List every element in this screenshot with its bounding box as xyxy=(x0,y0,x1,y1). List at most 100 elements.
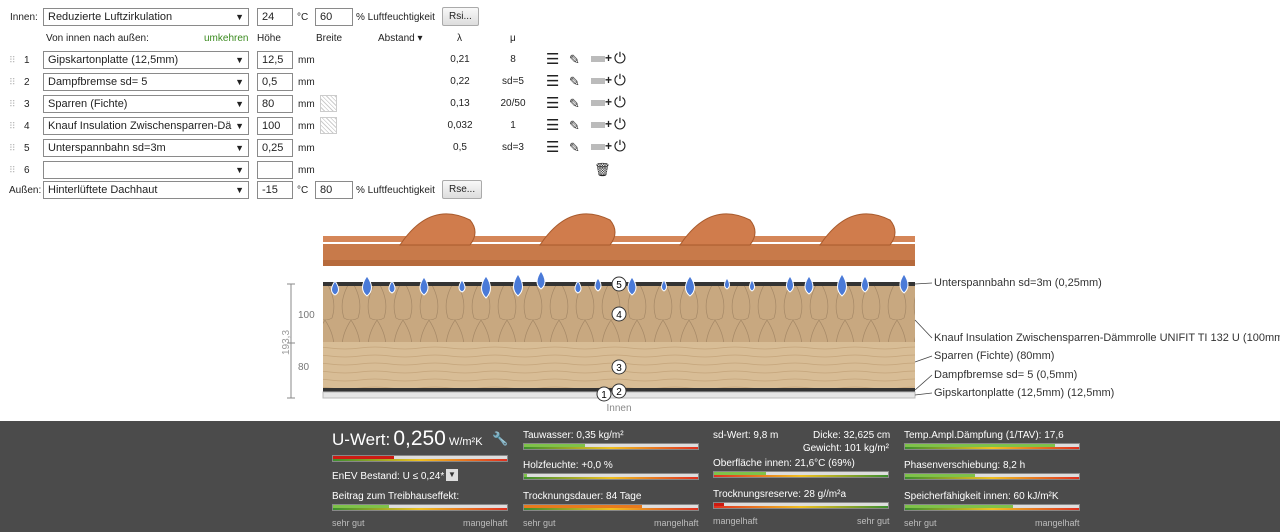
outside-climate-value: Hinterlüftete Dachhaut xyxy=(48,184,158,196)
reverse-link[interactable]: umkehren xyxy=(204,33,249,44)
drag-handle-icon[interactable]: ⠿ xyxy=(9,77,16,87)
outside-humidity-input[interactable]: 80 xyxy=(315,181,353,199)
enev-label: EnEV Bestand: U ≤ 0,24* xyxy=(332,471,445,482)
pencil-icon[interactable]: ✎ xyxy=(569,96,580,111)
power-icon[interactable]: ⏻ xyxy=(614,138,626,155)
pencil-icon[interactable]: ✎ xyxy=(569,74,580,89)
drag-handle-icon[interactable]: ⠿ xyxy=(9,99,16,109)
layer-thickness-input[interactable]: 80 xyxy=(257,95,293,113)
layer-thickness-input[interactable]: 12,5 xyxy=(257,51,293,69)
drying-reserve-bar xyxy=(713,502,889,509)
outside-temp-input[interactable]: -15 xyxy=(257,181,293,199)
thickness-label: Dicke: 32,625 cm xyxy=(813,430,891,441)
outside-climate-select[interactable]: Hinterlüftete Dachhaut ▼ xyxy=(43,181,249,199)
layer-material-select[interactable]: ▼ xyxy=(43,161,249,179)
marker-3: 3 xyxy=(616,363,622,374)
drying-reserve-bar-fill xyxy=(714,503,725,508)
layer-mu: 20/50 xyxy=(500,98,526,109)
col4-good-label: sehr gut xyxy=(904,518,937,528)
drag-handle-icon[interactable]: ⠿ xyxy=(9,121,16,131)
wrench-icon[interactable]: 🔧 xyxy=(492,431,509,446)
outside-humidity-unit: % Luftfeuchtigkeit xyxy=(356,185,435,196)
drag-handle-icon[interactable]: ⠿ xyxy=(9,143,16,153)
roof-tiles xyxy=(323,213,915,280)
heat-capacity-bar xyxy=(904,504,1080,511)
pencil-icon[interactable]: ✎ xyxy=(569,118,580,133)
power-icon[interactable]: ⏻ xyxy=(614,116,626,133)
layer-number: 4 xyxy=(24,121,30,132)
outside-temp-unit: °C xyxy=(297,185,309,196)
layer-material-select[interactable]: Unterspannbahn sd=3m ▼ xyxy=(43,139,249,157)
sd-value-label: sd-Wert: 9,8 m xyxy=(713,430,779,441)
add-layer-icon[interactable]: + xyxy=(591,139,612,153)
pencil-icon[interactable]: ✎ xyxy=(569,140,580,155)
layer-number: 6 xyxy=(24,165,30,176)
callout-lines xyxy=(914,282,933,396)
layer-thickness-input[interactable]: 100 xyxy=(257,117,293,135)
inside-label: Innen: xyxy=(10,12,38,23)
add-layer-icon[interactable]: + xyxy=(591,117,612,131)
menu-icon[interactable]: ☰ xyxy=(546,95,560,112)
enev-dropdown-icon[interactable]: ▼ xyxy=(446,469,458,481)
holzfeuchte-bar xyxy=(523,473,699,480)
inside-temp-input[interactable]: 24 xyxy=(257,8,293,26)
surface-temp-bar-fill xyxy=(714,472,767,477)
chevron-down-icon: ▼ xyxy=(235,55,244,65)
layer-thickness-input[interactable] xyxy=(257,161,293,179)
drag-handle-icon[interactable]: ⠿ xyxy=(9,55,16,65)
rafter-pattern-icon[interactable] xyxy=(320,95,337,112)
rse-button[interactable]: Rse... xyxy=(442,180,483,199)
menu-icon[interactable]: ☰ xyxy=(546,51,560,68)
callout-vapor-brake: Dampfbremse sd= 5 (0,5mm) xyxy=(934,369,1078,381)
chevron-down-icon: ▼ xyxy=(235,99,244,109)
surface-temp-label: Oberfläche innen: 21,6°C (69%) xyxy=(713,458,855,469)
chevron-down-icon: ▼ xyxy=(235,77,244,87)
layer-material-select[interactable]: Knauf Insulation Zwischensparren-Dä ▼ xyxy=(43,117,249,135)
power-icon[interactable]: ⏻ xyxy=(614,94,626,111)
heat-capacity-bar-fill xyxy=(905,505,1013,510)
rsi-button[interactable]: Rsi... xyxy=(442,7,479,26)
spacing-header[interactable]: Abstand ▾ xyxy=(378,33,423,44)
add-layer-icon[interactable]: + xyxy=(591,95,612,109)
pencil-icon[interactable]: ✎ xyxy=(569,52,580,67)
layer-lambda: 0,032 xyxy=(447,120,473,131)
menu-icon[interactable]: ☰ xyxy=(546,117,560,134)
menu-icon[interactable]: ☰ xyxy=(546,139,560,156)
col2-bad-label: mangelhaft xyxy=(654,518,699,528)
col1-bad-label: mangelhaft xyxy=(463,518,508,528)
inside-climate-select[interactable]: Reduzierte Luftzirkulation ▼ xyxy=(43,8,249,26)
dim-80-label: 80 xyxy=(298,362,310,373)
layer-thickness-unit: mm xyxy=(298,165,315,176)
dim-total-label: 193,3 xyxy=(281,330,292,355)
layer-thickness-input[interactable]: 0,25 xyxy=(257,139,293,157)
layer-material-value: Gipskartonplatte (12,5mm) xyxy=(48,54,179,66)
inside-climate-value: Reduzierte Luftzirkulation xyxy=(48,11,173,23)
add-layer-icon[interactable]: + xyxy=(591,51,612,65)
inside-temp-unit: °C xyxy=(297,12,309,23)
power-icon[interactable]: ⏻ xyxy=(614,72,626,89)
layer-material-select[interactable]: Dampfbremse sd= 5 ▼ xyxy=(43,73,249,91)
layer-lambda: 0,22 xyxy=(450,76,470,87)
inside-humidity-input[interactable]: 60 xyxy=(315,8,353,26)
layer-thickness-unit: mm xyxy=(298,143,315,154)
col2-good-label: sehr gut xyxy=(523,518,556,528)
layer-material-value: Unterspannbahn sd=3m xyxy=(48,142,166,154)
u-value-bar xyxy=(332,455,508,462)
tav-bar xyxy=(904,443,1080,450)
rafter-pattern-icon[interactable] xyxy=(320,117,337,134)
layer-thickness-input[interactable]: 0,5 xyxy=(257,73,293,91)
drag-handle-icon[interactable]: ⠿ xyxy=(9,165,16,175)
ghg-bar-fill xyxy=(333,505,389,510)
chevron-down-icon: ▼ xyxy=(235,143,244,153)
u-value-bar-fill xyxy=(333,456,394,461)
callout-rafter: Sparren (Fichte) (80mm) xyxy=(934,350,1055,362)
ghg-bar-scale xyxy=(333,508,507,510)
menu-icon[interactable]: ☰ xyxy=(546,73,560,90)
power-icon[interactable]: ⏻ xyxy=(614,50,626,67)
layer-thickness-unit: mm xyxy=(298,77,315,88)
layer-material-select[interactable]: Gipskartonplatte (12,5mm) ▼ xyxy=(43,51,249,69)
layer-material-select[interactable]: Sparren (Fichte) ▼ xyxy=(43,95,249,113)
trash-icon[interactable]: 🗑 xyxy=(594,162,611,177)
callout-insulation: Knauf Insulation Zwischensparren-Dämmrol… xyxy=(934,332,1280,344)
add-layer-icon[interactable]: + xyxy=(591,73,612,87)
